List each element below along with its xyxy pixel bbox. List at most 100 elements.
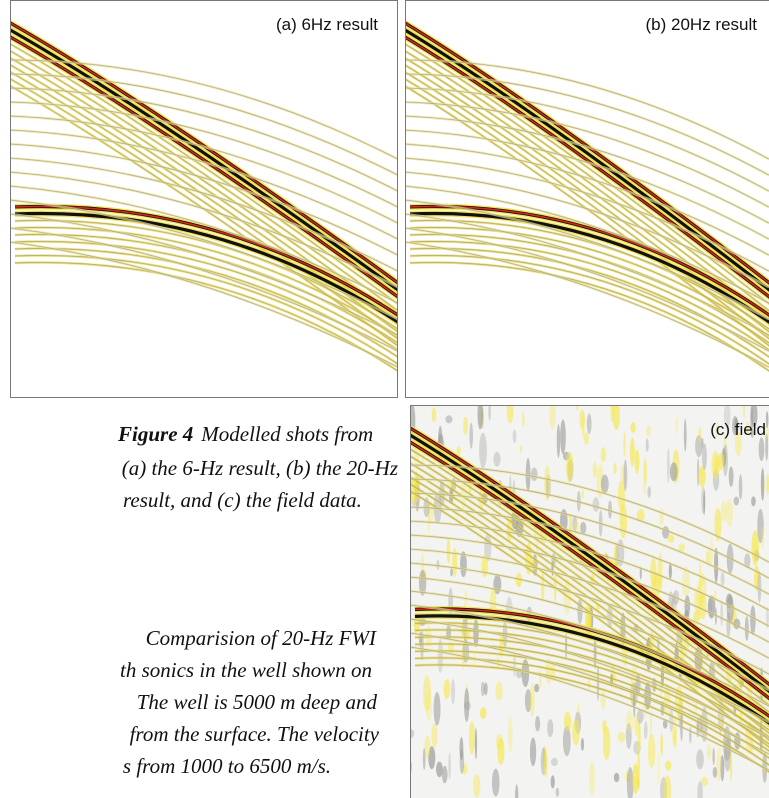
seismic-trace (751, 496, 756, 506)
seismic-trace (520, 445, 523, 453)
seismic-trace (573, 522, 579, 532)
seismic-trace (475, 728, 477, 760)
seismic-trace (631, 422, 636, 433)
seismic-trace (659, 508, 664, 525)
seismic-trace (657, 752, 659, 784)
seismic-trace (551, 758, 558, 766)
seismic-trace (667, 448, 670, 483)
seismic-trace (584, 432, 589, 444)
seismic-trace (665, 761, 671, 771)
seismic-trace (623, 432, 625, 457)
seismic-trace (451, 679, 455, 704)
seismic-trace (448, 588, 453, 617)
figure: (a) 6Hz result (b) 20Hz result (c) field… (0, 0, 769, 798)
seismic-trace (405, 88, 769, 191)
seismic-trace (463, 417, 468, 436)
seismic-trace (667, 534, 674, 542)
seismic-trace (643, 459, 646, 486)
seismic-trace (729, 466, 734, 486)
seismic-trace (560, 419, 566, 454)
seismic-trace (758, 571, 762, 603)
seismic-trace (761, 468, 765, 501)
seismic-trace (493, 452, 500, 467)
seismic-trace (709, 598, 712, 618)
seismic-trace (581, 489, 583, 498)
seismic-trace (698, 427, 701, 443)
seismic-trace (626, 711, 634, 732)
seismic-trace (589, 761, 595, 795)
panel-label: (a) 6Hz result (276, 15, 378, 34)
seismic-trace (481, 407, 484, 429)
seismic-trace (750, 605, 756, 635)
seismic-trace (447, 538, 451, 563)
seismic-trace (669, 707, 673, 732)
seismic-trace (703, 490, 705, 515)
seismic-trace (673, 730, 677, 748)
seismic-trace (436, 761, 443, 777)
seismic-trace (684, 419, 687, 452)
seismic-trace (701, 438, 703, 448)
seismic-trace (459, 737, 463, 760)
seismic-trace (636, 778, 640, 789)
seismic-trace (745, 616, 749, 641)
caption-line: Figure 4Modelled shots from (117, 422, 373, 446)
seismic-trace (551, 775, 555, 788)
seismic-trace (434, 692, 441, 726)
seismic-trace (670, 462, 678, 481)
seismic-trace (716, 748, 722, 781)
seismic-trace (643, 482, 646, 494)
seismic-trace (620, 503, 627, 538)
seismic-trace (432, 407, 437, 422)
seismic-trace (699, 592, 706, 619)
text-line: The well is 5000 m deep and (137, 690, 378, 714)
seismic-trace (423, 748, 426, 770)
seismic-trace (544, 749, 548, 778)
seismic-trace (557, 424, 560, 458)
seismic-trace (601, 475, 609, 494)
seismic-trace (448, 753, 451, 780)
seismic-trace (469, 423, 473, 449)
seismic-trace (541, 572, 544, 601)
seismic-trace (752, 530, 759, 565)
caption-text: Modelled shots from (200, 422, 373, 446)
seismic-trace (743, 394, 745, 418)
seismic-trace (593, 497, 600, 511)
seismic-trace (707, 744, 712, 759)
seismic-trace (624, 459, 628, 491)
seismic-trace (646, 426, 651, 437)
seismic-trace (508, 717, 513, 752)
panel-label: (c) field (710, 420, 766, 439)
seismic-trace (572, 719, 580, 745)
seismic-trace (617, 732, 625, 743)
seismic-trace (492, 769, 500, 797)
panel-a (5, 20, 403, 374)
seismic-trace (10, 88, 398, 191)
seismic-trace (696, 749, 704, 769)
seismic-trace (581, 738, 584, 751)
seismic-trace (648, 734, 656, 768)
panel-label: (b) 20Hz result (646, 15, 758, 34)
seismic-trace (431, 723, 437, 748)
seismic-trace (530, 683, 535, 717)
seismic-trace (450, 568, 452, 576)
seismic-trace (676, 417, 678, 435)
page: (a) 6Hz result (b) 20Hz result (c) field… (0, 0, 769, 798)
seismic-trace (647, 486, 651, 498)
seismic-trace (587, 414, 592, 434)
seismic-trace (759, 437, 765, 461)
seismic-trace (603, 726, 610, 760)
seismic-trace (405, 88, 769, 191)
seismic-trace (726, 499, 733, 527)
seismic-trace (495, 681, 502, 700)
seismic-trace (488, 402, 490, 421)
seismic-trace (578, 703, 580, 716)
text-line: s from 1000 to 6500 m/s. (123, 754, 331, 778)
seismic-trace (634, 713, 638, 736)
seismic-trace (513, 430, 517, 443)
seismic-trace (484, 682, 488, 695)
panel-b (400, 20, 769, 374)
seismic-trace (10, 88, 398, 191)
seismic-trace (614, 773, 620, 782)
seismic-trace (464, 701, 471, 710)
seismic-trace (550, 397, 556, 430)
